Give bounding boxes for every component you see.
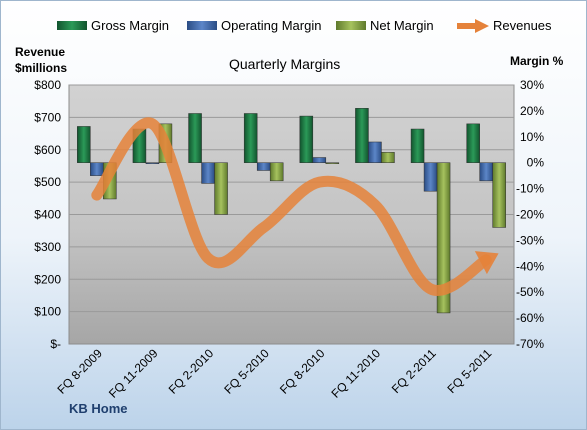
revenue-line: [91, 117, 499, 296]
left-tick-label: $600: [34, 143, 61, 157]
right-tick-label: -60%: [516, 311, 544, 325]
category-label: FQ 11-2009: [106, 346, 161, 401]
right-tick-label: -50%: [516, 285, 544, 299]
left-axis-title-line1: Revenue: [15, 45, 65, 59]
category-label: FQ 2-2011: [389, 346, 439, 396]
category-label: FQ 8-2010: [277, 346, 328, 397]
left-axis-title-line2: $millions: [15, 61, 67, 75]
revenue-line-arrowhead: [474, 251, 499, 275]
right-tick-label: 30%: [520, 78, 544, 92]
right-tick-label: -30%: [516, 233, 544, 247]
bar-net-margin: [269, 162, 284, 182]
right-tick-label: -20%: [516, 208, 544, 222]
footer-company: KB Home: [69, 401, 128, 416]
bar-gross-margin: [355, 108, 369, 163]
left-tick-label: $400: [34, 208, 61, 222]
right-tick-label: -10%: [516, 182, 544, 196]
bar-operating-margin: [312, 157, 327, 163]
bar-operating-margin: [90, 162, 104, 176]
category-label: FQ 5-2010: [221, 346, 272, 397]
bar-gross-margin: [466, 123, 480, 163]
category-label: FQ 8-2009: [54, 346, 105, 397]
bar-operating-margin: [423, 162, 438, 192]
right-tick-label: 20%: [520, 104, 544, 118]
revenue-line-path: [91, 117, 492, 296]
bar-net-margin: [381, 152, 395, 163]
bar-operating-margin: [368, 141, 382, 163]
left-tick-label: $500: [34, 175, 61, 189]
legend-label-gross-margin: Gross Margin: [91, 18, 169, 33]
chart-title: Quarterly Margins: [229, 56, 340, 72]
legend-swatch-gross-margin: [57, 21, 87, 30]
bar-gross-margin: [188, 113, 202, 163]
left-tick-label: $200: [34, 272, 61, 286]
right-axis-title: Margin %: [510, 54, 564, 68]
left-tick-label: $-: [50, 337, 61, 351]
bar-gross-margin: [410, 128, 425, 163]
right-axis-ticks: 30% 20% 10% 0% -10% -20% -30% -40% -50% -60% -70%: [516, 78, 544, 351]
bar-gross-margin: [77, 126, 91, 163]
legend-swatch-net-margin: [336, 21, 366, 30]
category-label: FQ 5-2011: [444, 346, 494, 396]
legend-swatch-revenues-arrow: [475, 19, 489, 33]
left-tick-label: $100: [34, 305, 61, 319]
left-axis-ticks: $- $100 $200 $300 $400 $500 $600 $700 $800: [34, 78, 61, 351]
bar-operating-margin: [256, 162, 271, 171]
category-label: FQ 11-2010: [329, 346, 384, 401]
left-tick-label: $700: [34, 110, 61, 124]
bar-operating-margin: [145, 162, 160, 164]
right-tick-label: -40%: [516, 259, 544, 273]
bar-operating-margin: [201, 162, 215, 184]
category-labels: FQ 8-2009 FQ 11-2009 FQ 2-2010 FQ 5-2010 FQ …: [54, 346, 494, 401]
bar-net-margin: [325, 162, 340, 164]
legend: Gross Margin Operating Margin Net Margin…: [57, 18, 552, 33]
left-tick-label: $300: [34, 240, 61, 254]
legend-label-operating-margin: Operating Margin: [221, 18, 321, 33]
right-tick-label: 10%: [520, 130, 544, 144]
legend-swatch-operating-margin: [187, 21, 217, 30]
legend-label-net-margin: Net Margin: [370, 18, 434, 33]
right-tick-label: -70%: [516, 337, 544, 351]
bar-operating-margin: [479, 162, 493, 182]
right-tick-label: 0%: [527, 156, 545, 170]
legend-label-revenues: Revenues: [493, 18, 552, 33]
bar-net-margin: [436, 162, 451, 314]
bar-gross-margin: [243, 113, 258, 163]
bar-net-margin: [492, 162, 506, 228]
bar-net-margin: [214, 162, 228, 215]
bar-gross-margin: [299, 115, 314, 163]
category-label: FQ 2-2010: [166, 346, 217, 397]
left-tick-label: $800: [34, 78, 61, 92]
